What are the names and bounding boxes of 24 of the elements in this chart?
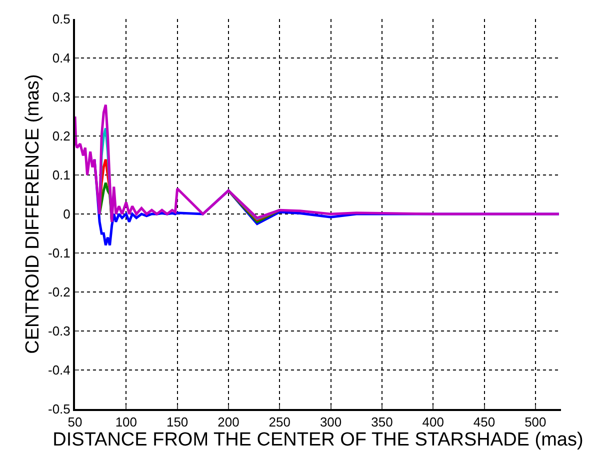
y-tick-label: -0.1	[48, 246, 70, 261]
x-tick-label: 450	[473, 414, 496, 430]
y-tick-label: 0.5	[52, 12, 70, 27]
x-tick-label: 250	[268, 414, 290, 430]
x-tick-label: 150	[166, 414, 188, 430]
y-tick-label: 0.1	[52, 168, 70, 183]
y-tick-label: -0.3	[48, 324, 70, 339]
x-tick-label: 350	[371, 414, 393, 430]
y-tick-label: 0.4	[52, 50, 70, 66]
y-tick-label: 0	[63, 206, 70, 222]
y-tick-label: -0.5	[48, 402, 70, 417]
y-tick-label: 0.3	[52, 90, 70, 105]
y-tick-label: 0.2	[52, 128, 70, 144]
y-axis-title: CENTROID DIFFERENCE (mas)	[22, 74, 44, 354]
y-tick-label: -0.4	[48, 362, 70, 378]
line-series	[75, 104, 560, 224]
x-tick-label: 200	[218, 414, 240, 430]
x-tick-label: 400	[422, 414, 444, 430]
x-tick-label: 500	[524, 414, 546, 430]
x-tick-label: 100	[115, 414, 138, 430]
x-tick-label: 50	[68, 414, 82, 430]
y-tick-label: -0.2	[48, 284, 70, 300]
x-axis-title: DISTANCE FROM THE CENTER OF THE STARSHADE (mas)	[52, 430, 584, 451]
x-tick-label: 300	[320, 414, 342, 430]
